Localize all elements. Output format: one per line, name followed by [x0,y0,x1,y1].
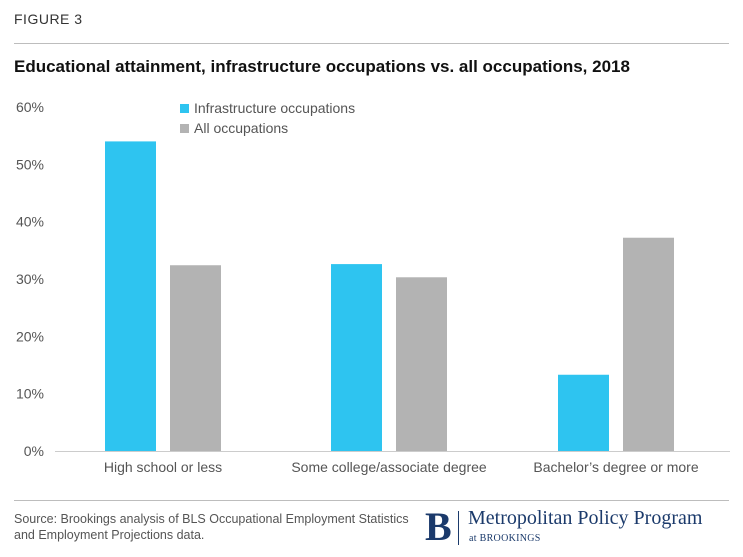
bar-all-0 [170,265,221,451]
legend-label: Infrastructure occupations [194,100,355,116]
source-note: Source: Brookings analysis of BLS Occupa… [14,512,409,542]
y-tick-label: 40% [16,214,44,230]
program-name: Metropolitan Policy Program [468,507,703,529]
brookings-b-mark: B [425,504,452,549]
x-category-label: Bachelor’s degree or more [533,459,698,475]
bar-all-1 [396,277,447,451]
y-tick-label: 30% [16,271,44,287]
y-tick-label: 20% [16,328,44,344]
bar-infrastructure-2 [558,374,609,451]
legend-label: All occupations [194,120,288,136]
legend-swatch [180,124,189,133]
x-category-label: High school or less [104,459,222,475]
bottom-divider [14,500,729,501]
program-affiliation: at BROOKINGS [469,533,541,544]
x-category-label: Some college/associate degree [291,459,487,475]
brookings-logo: B Metropolitan Policy Program at BROOKIN… [425,506,735,550]
y-tick-label: 0% [24,443,44,459]
y-tick-label: 50% [16,156,44,172]
y-tick-label: 10% [16,386,44,402]
bar-chart: 0% 10% 20% 30% 40% 50% 60% High school or less S… [16,99,730,475]
bar-infrastructure-0 [105,141,156,451]
bar-all-2 [623,237,674,451]
figure-label: FIGURE 3 [14,11,83,27]
legend-swatch [180,104,189,113]
y-tick-label: 60% [16,99,44,115]
logo-divider [458,511,459,545]
bar-infrastructure-1 [331,264,382,451]
chart-title: Educational attainment, infrastructure o… [14,57,630,76]
top-divider [14,43,729,44]
